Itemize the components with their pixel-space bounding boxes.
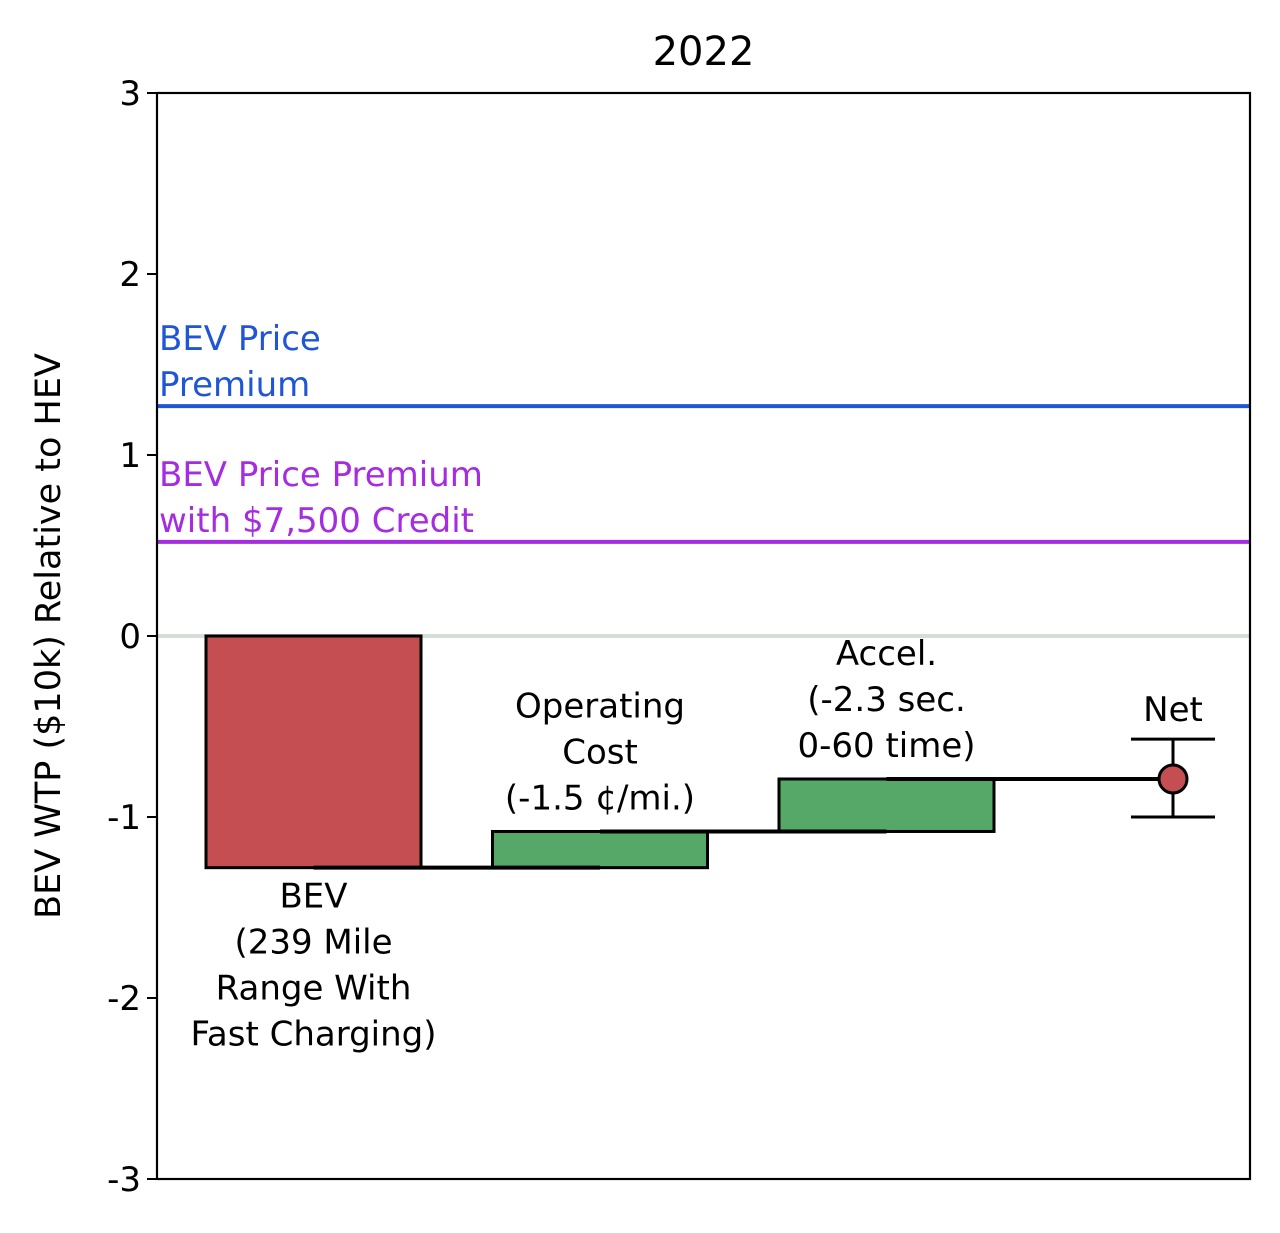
bar-label-3: 0-60 time) — [797, 726, 975, 766]
y-tick-label: 0 — [119, 617, 141, 657]
waterfall-bar-1 — [204, 634, 423, 870]
waterfall-bar-2 — [491, 829, 709, 870]
bar-label-2: Cost — [562, 732, 638, 772]
axes-layer: 2022 BEV WTP ($10k) Relative to HEV — [29, 29, 1252, 1181]
y-tick-label: 1 — [119, 436, 141, 476]
reference-lines-layer: BEV Price Premium BEV Price Premium with $7… — [157, 319, 1250, 638]
reference-line-label-1: BEV Price — [159, 319, 321, 359]
bars-layer — [204, 634, 1215, 870]
reference-line-label-2: with $7,500 Credit — [159, 501, 474, 541]
bar-label-1: BEV — [279, 877, 347, 917]
y-tick-label: 3 — [119, 74, 141, 114]
bar-label-3: (-2.3 sec. — [807, 680, 966, 720]
y-axis-label: BEV WTP ($10k) Relative to HEV — [29, 353, 69, 919]
bar-label-3: Accel. — [836, 634, 937, 674]
chart-title: 2022 — [653, 29, 755, 75]
bar-label-1: Range With — [216, 969, 412, 1009]
net-point — [1157, 763, 1189, 795]
waterfall-bar-3 — [777, 777, 996, 833]
reference-line-label-1: Premium — [159, 365, 310, 405]
bar-label-1: (239 Mile — [234, 923, 392, 963]
bar-label-2: (-1.5 ¢/mi.) — [505, 778, 695, 818]
net-label: Net — [1143, 690, 1203, 730]
y-tick-label: 2 — [119, 255, 141, 295]
y-ticks-layer: 3 2 1 0 -1 -2 -3 — [107, 74, 157, 1200]
bar-label-1: Fast Charging) — [190, 1015, 436, 1055]
y-tick-label: -3 — [107, 1160, 141, 1200]
y-tick-label: -2 — [107, 979, 141, 1019]
y-tick-label: -1 — [107, 798, 141, 838]
bar-label-2: Operating — [515, 686, 685, 726]
reference-line-label-2: BEV Price Premium — [159, 455, 483, 495]
bar-labels-layer: BEV (239 Mile Range With Fast Charging) Oper… — [190, 634, 1202, 1055]
